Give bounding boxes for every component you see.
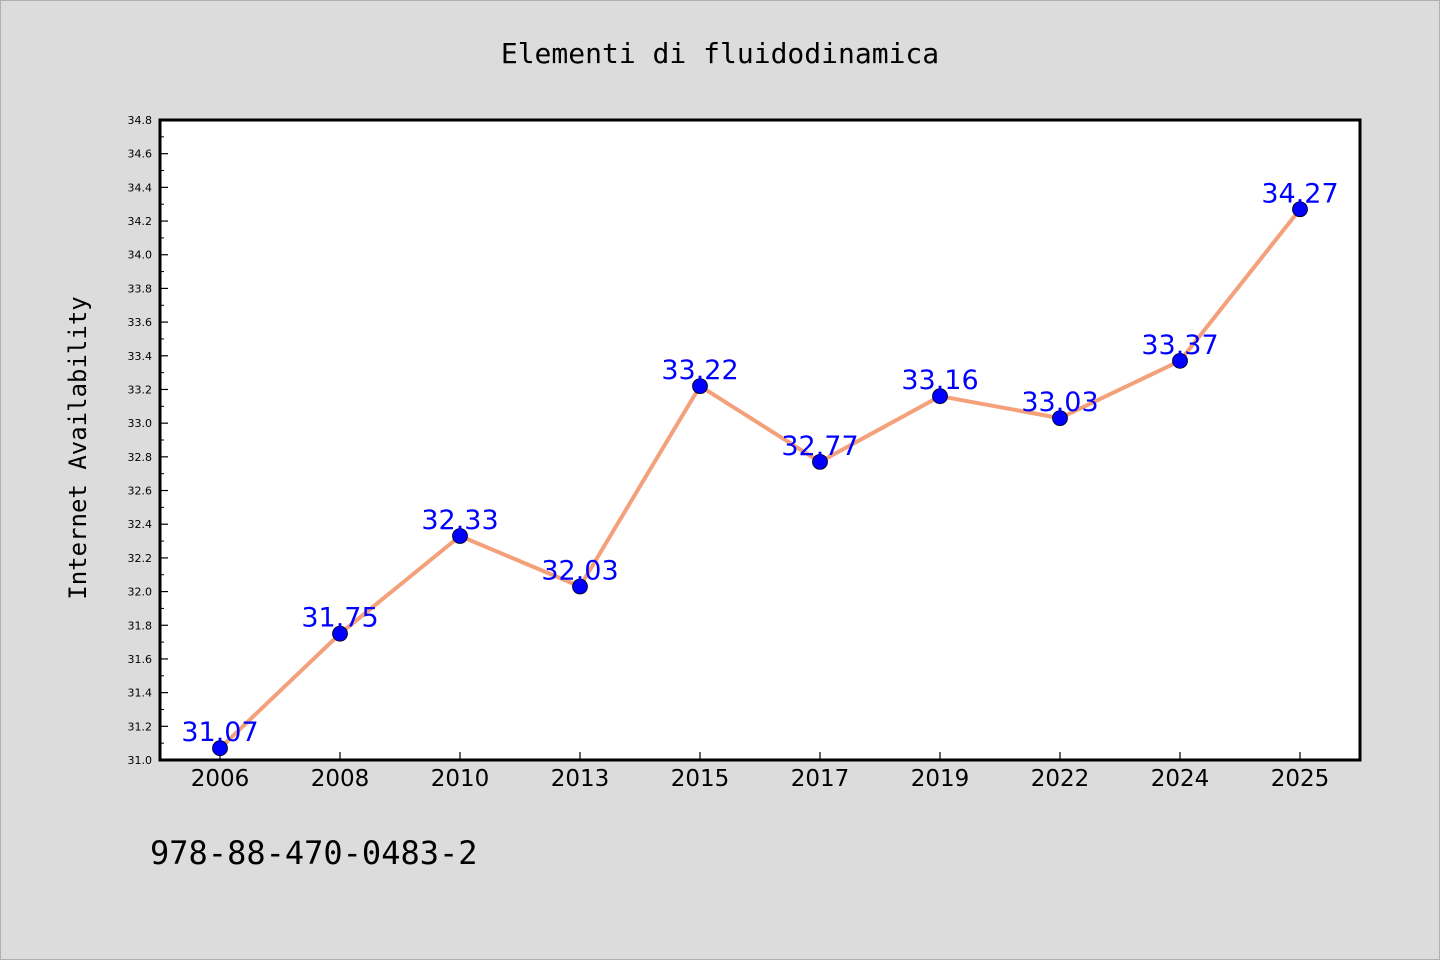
x-tick-label: 2015 bbox=[671, 766, 730, 792]
y-tick-label: 33.0 bbox=[128, 417, 153, 430]
y-tick-label: 33.6 bbox=[128, 316, 153, 329]
data-point bbox=[1292, 201, 1308, 218]
x-tick-label: 2010 bbox=[431, 766, 490, 792]
data-point bbox=[692, 378, 708, 395]
y-tick-label: 32.4 bbox=[128, 518, 153, 531]
y-tick-label: 33.8 bbox=[128, 282, 153, 295]
data-point bbox=[572, 578, 588, 595]
y-tick-label: 32.2 bbox=[128, 552, 153, 565]
y-tick-label: 33.4 bbox=[128, 350, 153, 363]
y-tick-label: 31.8 bbox=[128, 619, 153, 632]
data-label: 33.03 bbox=[1021, 387, 1098, 418]
y-tick-label: 34.6 bbox=[128, 148, 153, 161]
data-label: 32.03 bbox=[541, 556, 618, 587]
chart-title: Elementi di fluidodinamica bbox=[501, 37, 939, 70]
data-point bbox=[212, 740, 228, 757]
y-tick-label: 31.0 bbox=[128, 754, 153, 767]
x-tick-label: 2017 bbox=[791, 766, 850, 792]
y-tick-label: 31.4 bbox=[128, 687, 153, 700]
data-label: 32.33 bbox=[421, 505, 498, 536]
x-tick-label: 2008 bbox=[311, 766, 370, 792]
y-tick-label: 33.2 bbox=[128, 383, 153, 396]
data-point bbox=[1172, 352, 1188, 369]
data-label: 32.77 bbox=[781, 431, 858, 462]
y-tick-label: 34.0 bbox=[128, 249, 153, 262]
x-tick-label: 2006 bbox=[191, 766, 250, 792]
data-label: 33.37 bbox=[1141, 330, 1218, 361]
y-tick-label: 32.8 bbox=[128, 451, 153, 464]
y-axis-ticks: 31.0 31.2 31.4 31.6 31.8 32.0 32.2 32.4 32.6 32.8… bbox=[128, 114, 168, 767]
data-label: 33.22 bbox=[661, 355, 738, 386]
data-label: 31.07 bbox=[181, 717, 258, 748]
x-tick-label: 2024 bbox=[1151, 766, 1210, 792]
data-label: 34.27 bbox=[1261, 178, 1338, 209]
x-tick-label: 2013 bbox=[551, 766, 610, 792]
x-tick-label: 2025 bbox=[1271, 766, 1330, 792]
footer-code: 978-88-470-0483-2 bbox=[150, 834, 478, 872]
x-axis-ticks: 2006 2008 2010 2013 2015 2017 2019 2022 2024 2025 bbox=[191, 752, 1330, 792]
y-axis-label: Internet Availability bbox=[64, 296, 92, 599]
data-point bbox=[1052, 410, 1068, 427]
y-tick-label: 34.8 bbox=[128, 114, 153, 127]
y-tick-label: 31.2 bbox=[128, 720, 153, 733]
y-tick-label: 34.4 bbox=[128, 181, 153, 194]
x-tick-label: 2022 bbox=[1031, 766, 1090, 792]
data-point bbox=[812, 453, 828, 470]
y-tick-label: 32.6 bbox=[128, 485, 153, 498]
data-label: 33.16 bbox=[901, 365, 978, 396]
data-point bbox=[452, 528, 468, 544]
x-tick-label: 2019 bbox=[911, 766, 970, 792]
data-series: 31.07 31.75 32.33 32.03 33.22 32.77 33.16 33.03… bbox=[181, 178, 1339, 757]
data-point bbox=[332, 625, 348, 642]
plot-area bbox=[160, 120, 1360, 760]
y-tick-label: 31.6 bbox=[128, 653, 153, 666]
y-tick-label: 32.0 bbox=[128, 586, 153, 599]
y-tick-label: 34.2 bbox=[128, 215, 153, 228]
data-point bbox=[932, 388, 948, 405]
series-line bbox=[218, 207, 1302, 751]
data-label: 31.75 bbox=[301, 603, 378, 634]
plot-frame bbox=[158, 118, 1362, 762]
